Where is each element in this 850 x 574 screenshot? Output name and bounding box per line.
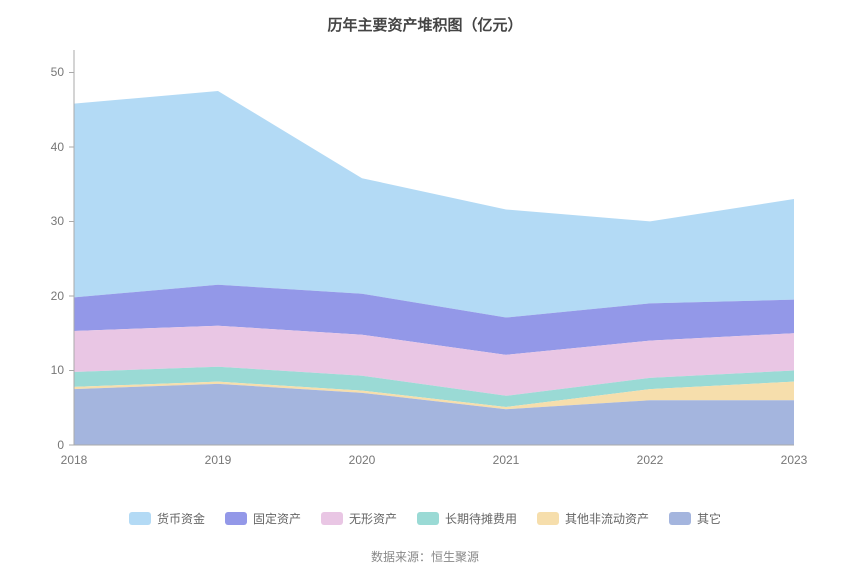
legend: 货币资金 固定资产 无形资产 长期待摊费用 其他非流动资产 其它 <box>0 510 850 527</box>
x-tick-label: 2023 <box>781 445 808 467</box>
legend-label: 无形资产 <box>349 510 397 527</box>
area-series <box>74 91 794 318</box>
legend-item[interactable]: 货币资金 <box>129 510 205 527</box>
legend-swatch <box>129 512 151 525</box>
y-tick-label: 50 <box>51 65 74 79</box>
legend-swatch <box>225 512 247 525</box>
legend-item[interactable]: 长期待摊费用 <box>417 510 517 527</box>
legend-item[interactable]: 无形资产 <box>321 510 397 527</box>
legend-item[interactable]: 固定资产 <box>225 510 301 527</box>
data-source-line: 数据来源：恒生聚源 <box>0 548 850 565</box>
chart-title: 历年主要资产堆积图（亿元） <box>0 0 850 35</box>
legend-label: 其他非流动资产 <box>565 510 649 527</box>
legend-label: 货币资金 <box>157 510 205 527</box>
legend-label: 其它 <box>697 510 721 527</box>
legend-item[interactable]: 其它 <box>669 510 721 527</box>
x-tick-label: 2020 <box>349 445 376 467</box>
stacked-area-chart: 历年主要资产堆积图（亿元） 01020304050201820192020202… <box>0 0 850 574</box>
legend-label: 长期待摊费用 <box>445 510 517 527</box>
plot-area: 01020304050201820192020202120222023 <box>74 50 794 445</box>
y-tick-label: 10 <box>51 363 74 377</box>
legend-label: 固定资产 <box>253 510 301 527</box>
legend-swatch <box>669 512 691 525</box>
legend-swatch <box>537 512 559 525</box>
legend-swatch <box>417 512 439 525</box>
chart-svg <box>74 50 794 445</box>
x-tick-label: 2022 <box>637 445 664 467</box>
x-tick-label: 2021 <box>493 445 520 467</box>
legend-swatch <box>321 512 343 525</box>
y-tick-label: 20 <box>51 289 74 303</box>
legend-item[interactable]: 其他非流动资产 <box>537 510 649 527</box>
y-tick-label: 30 <box>51 214 74 228</box>
y-tick-label: 40 <box>51 140 74 154</box>
x-tick-label: 2019 <box>205 445 232 467</box>
x-tick-label: 2018 <box>61 445 88 467</box>
